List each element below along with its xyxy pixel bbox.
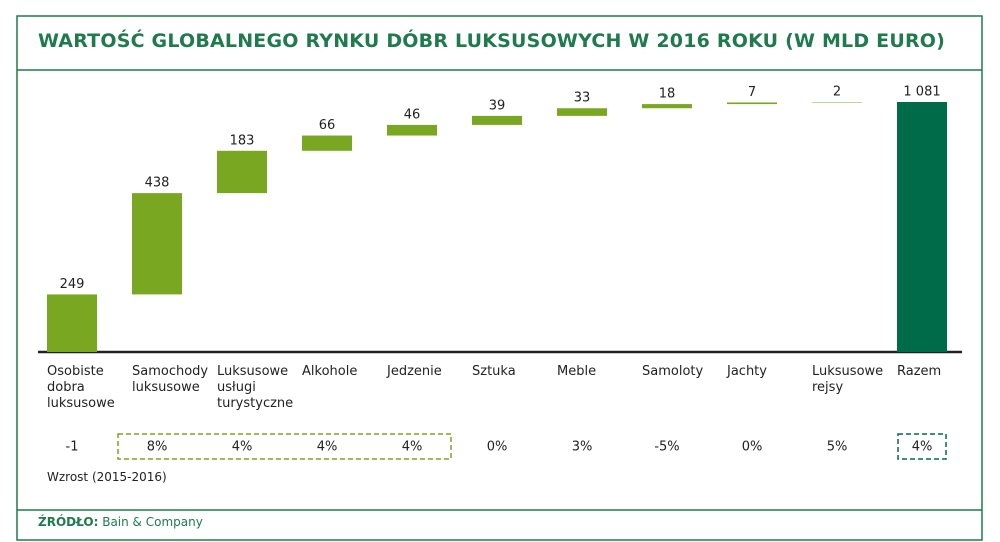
growth-value: 5% [827,440,848,455]
growth-value: 4% [317,440,338,455]
growth-label: Wzrost (2015-2016) [47,470,167,484]
source-text: Bain & Company [102,515,203,529]
growth-value: -1 [66,440,79,455]
x-tick-label: Jedzenie [387,364,442,379]
x-tick-label: Sztuka [472,364,516,379]
value-label: 249 [60,277,85,292]
growth-value: 4% [232,440,253,455]
bar [132,193,182,295]
x-tick-label: Jachty [727,364,767,379]
x-tick-label: Luksusowe rejsy [812,364,884,395]
source: ŹRÓDŁO: Bain & Company [38,515,203,529]
source-label: ŹRÓDŁO: [38,515,99,529]
growth-value: 4% [402,440,423,455]
value-label: 33 [574,91,591,106]
value-label: 2 [833,85,841,100]
bar [557,108,607,116]
value-label: 438 [145,176,170,191]
bar [47,294,97,352]
bar [387,124,437,136]
growth-highlight [897,433,947,460]
x-tick-label: Razem [897,364,942,379]
x-tick-label: Alkohole [302,364,358,379]
growth-value: 4% [912,440,933,455]
growth-highlight [117,433,452,460]
bar [727,102,777,105]
growth-value: 0% [742,440,763,455]
value-label: 18 [659,87,676,102]
bar [472,115,522,125]
bar [217,150,267,194]
value-label: 183 [230,133,255,148]
value-label: 46 [404,107,421,122]
chart-title: WARTOŚĆ GLOBALNEGO RYNKU DÓBR LUKSUSOWYC… [38,30,946,52]
bar [642,104,692,109]
x-tick-label: Meble [557,364,597,379]
x-tick-label: Samoloty [642,364,704,379]
value-label: 39 [489,98,506,113]
bar [302,135,352,151]
total-bar [897,102,947,352]
x-tick-label: Samochody luksusowe [132,364,209,395]
value-label: 1 081 [903,85,940,100]
growth-value: -5% [654,440,679,455]
growth-value: 3% [572,440,593,455]
growth-value: 8% [147,440,168,455]
frame [16,15,983,541]
x-tick-label: Osobiste dobra luksusowe [47,364,115,411]
value-label: 66 [319,118,336,133]
value-label: 7 [748,85,756,100]
x-tick-label: Luksusowe usługi turystyczne [217,364,294,411]
growth-value: 0% [487,440,508,455]
